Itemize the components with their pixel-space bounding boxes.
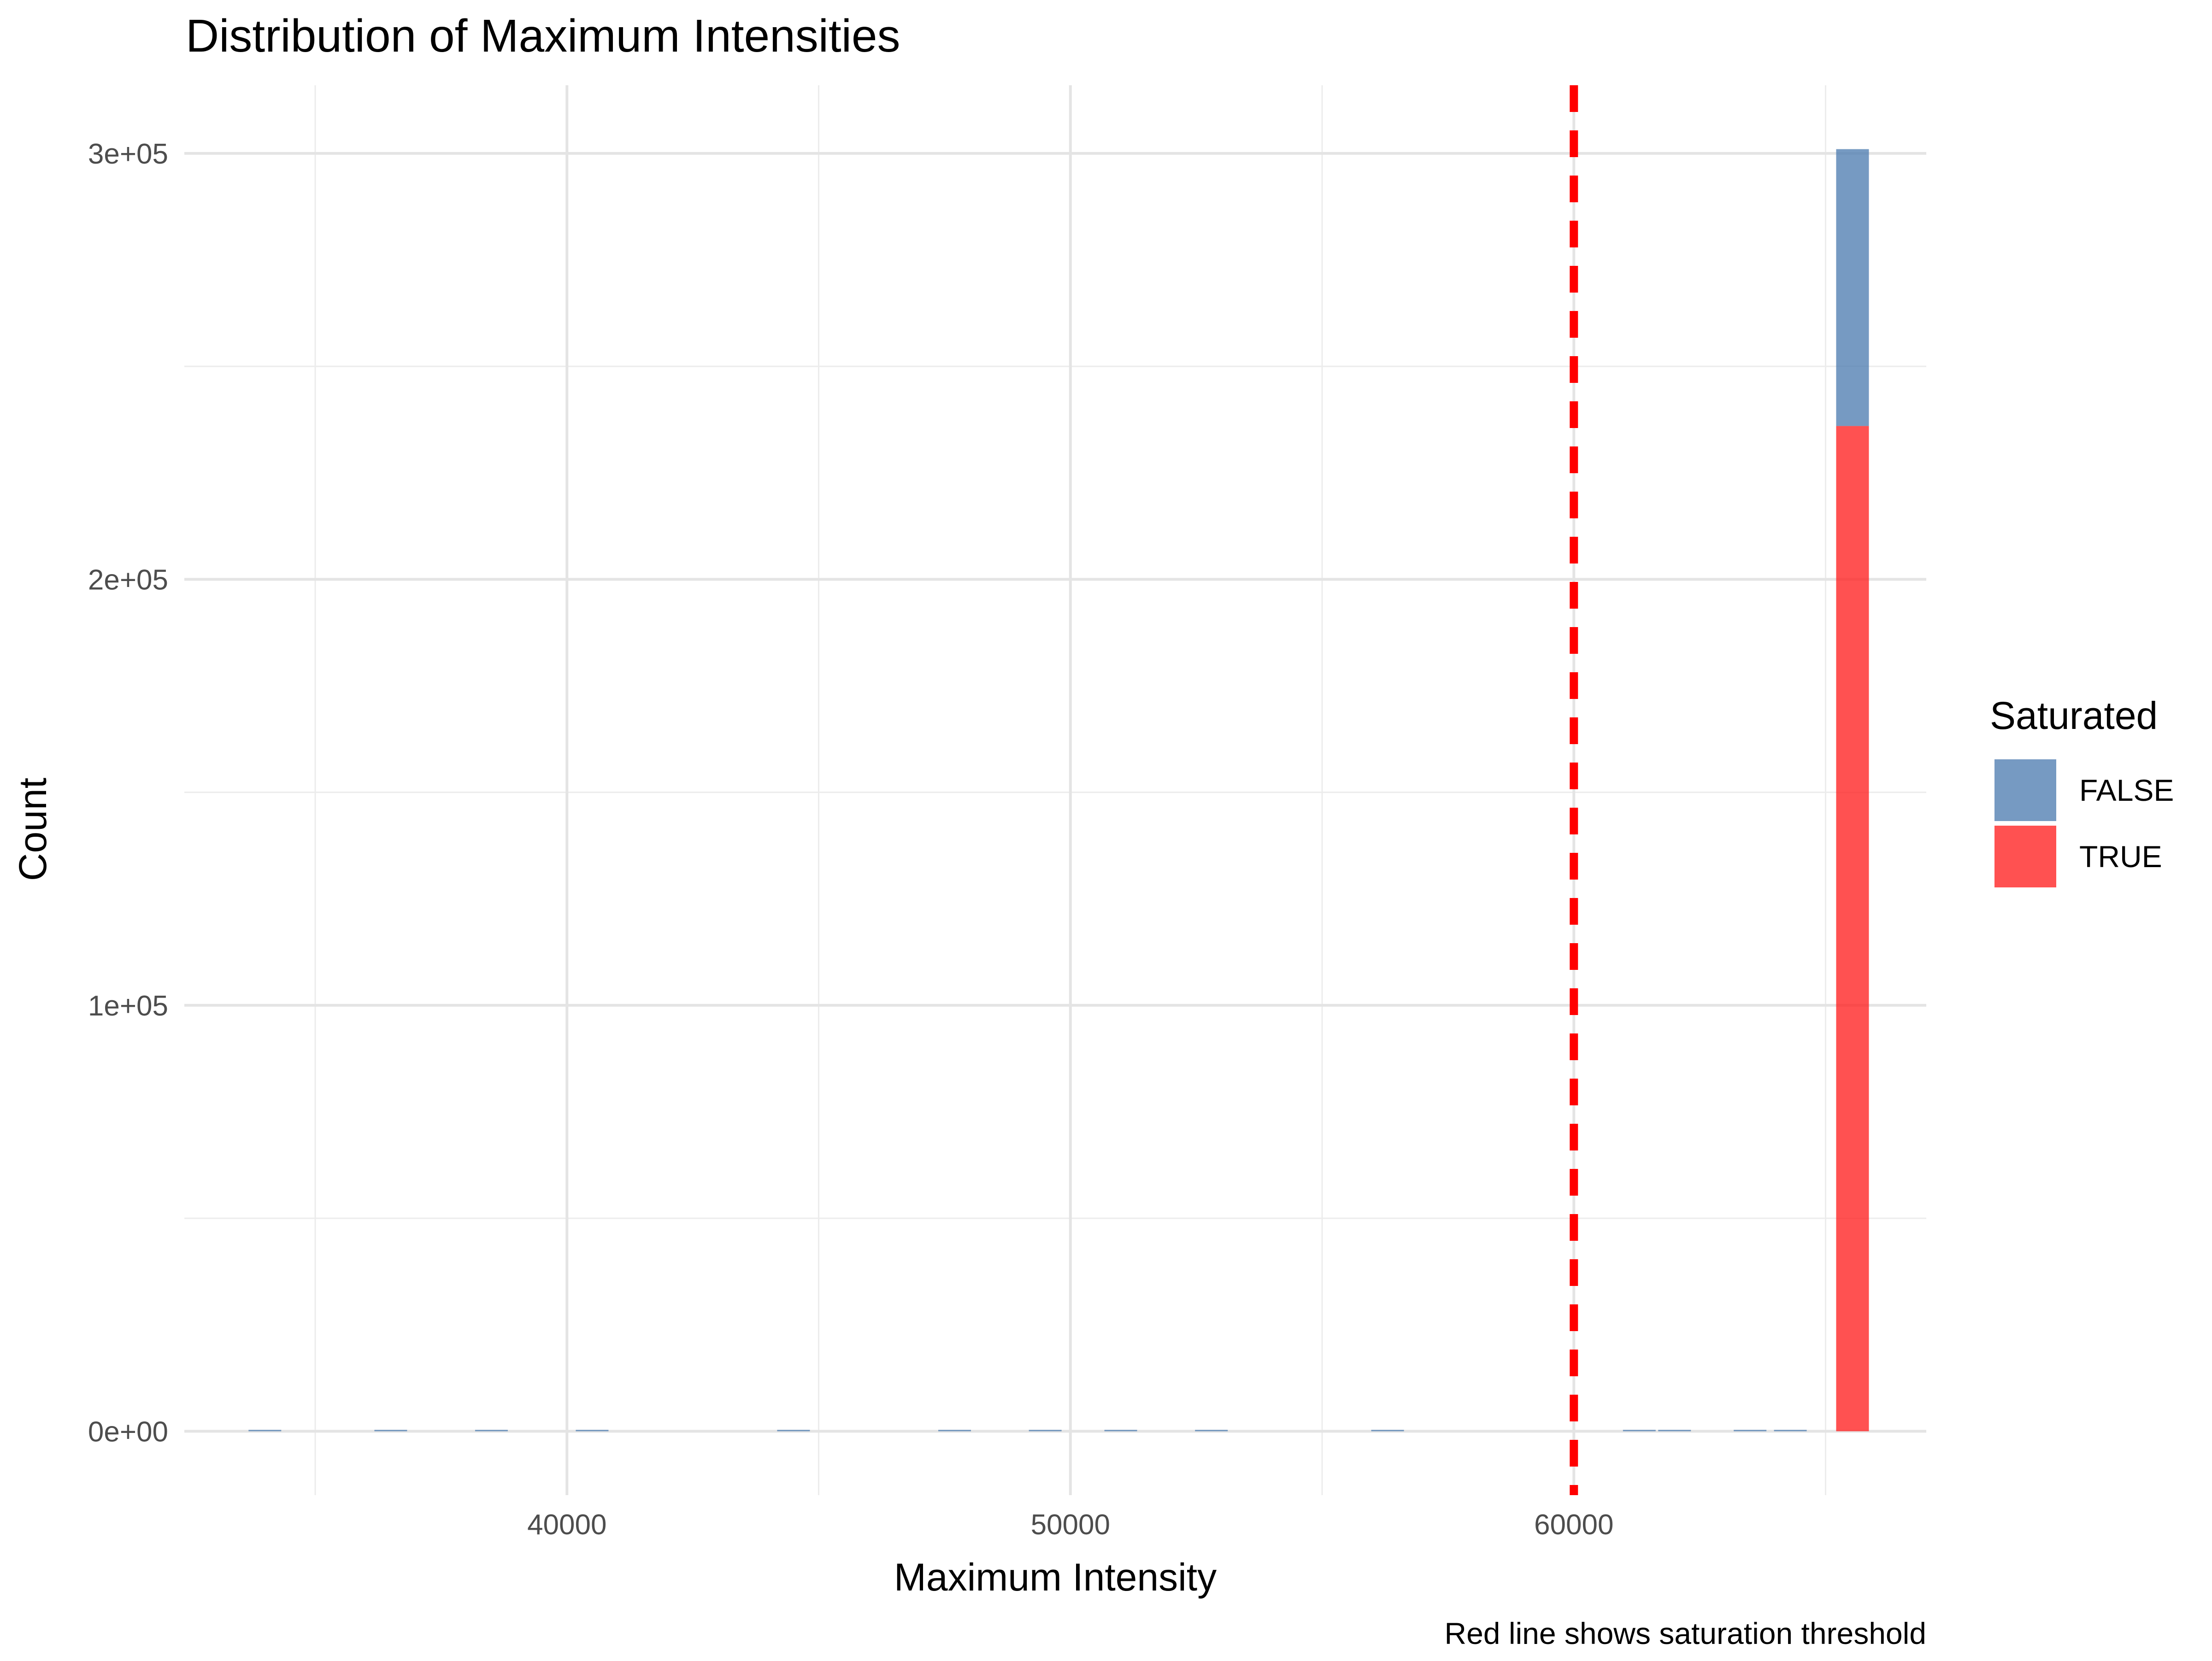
tick-labels: 40000 50000 60000 0e+00 1e+05 2e+05 3e+05 [88, 138, 1614, 1541]
legend-label-false: FALSE [2079, 773, 2174, 807]
y-tick-label: 3e+05 [88, 138, 168, 170]
y-tick-label: 1e+05 [88, 990, 168, 1022]
bar-false [1195, 1430, 1228, 1432]
bar-false [475, 1430, 508, 1432]
bar-false [1836, 149, 1869, 426]
x-tick-label: 40000 [527, 1509, 606, 1541]
bar-false [374, 1430, 407, 1432]
bar-false [1734, 1430, 1767, 1432]
chart-caption: Red line shows saturation threshold [1444, 1616, 1926, 1650]
x-axis-label: Maximum Intensity [894, 1555, 1217, 1599]
x-tick-label: 60000 [1534, 1509, 1613, 1541]
bar-false [1029, 1430, 1062, 1432]
y-axis-label: Count [11, 778, 54, 881]
grid [184, 85, 1926, 1495]
bars [248, 149, 1869, 1432]
bar-false [1774, 1430, 1807, 1432]
legend: Saturated FALSE TRUE [1990, 694, 2174, 887]
bar-false [248, 1430, 282, 1432]
bar-false [938, 1430, 971, 1432]
bar-false [1658, 1430, 1691, 1432]
legend-title: Saturated [1990, 694, 2158, 737]
legend-swatch-true [1994, 826, 2056, 887]
bar-false [576, 1430, 609, 1432]
bar-false [1104, 1430, 1137, 1432]
y-tick-label: 0e+00 [88, 1416, 168, 1448]
legend-swatch-false [1994, 759, 2056, 821]
bar-false [1623, 1430, 1656, 1432]
legend-label-true: TRUE [2079, 839, 2162, 874]
bar-false [777, 1430, 810, 1432]
bar-false [1371, 1430, 1404, 1432]
x-tick-label: 50000 [1031, 1509, 1110, 1541]
y-tick-label: 2e+05 [88, 564, 168, 596]
bar-true [1836, 426, 1869, 1432]
chart-title: Distribution of Maximum Intensities [186, 10, 900, 62]
